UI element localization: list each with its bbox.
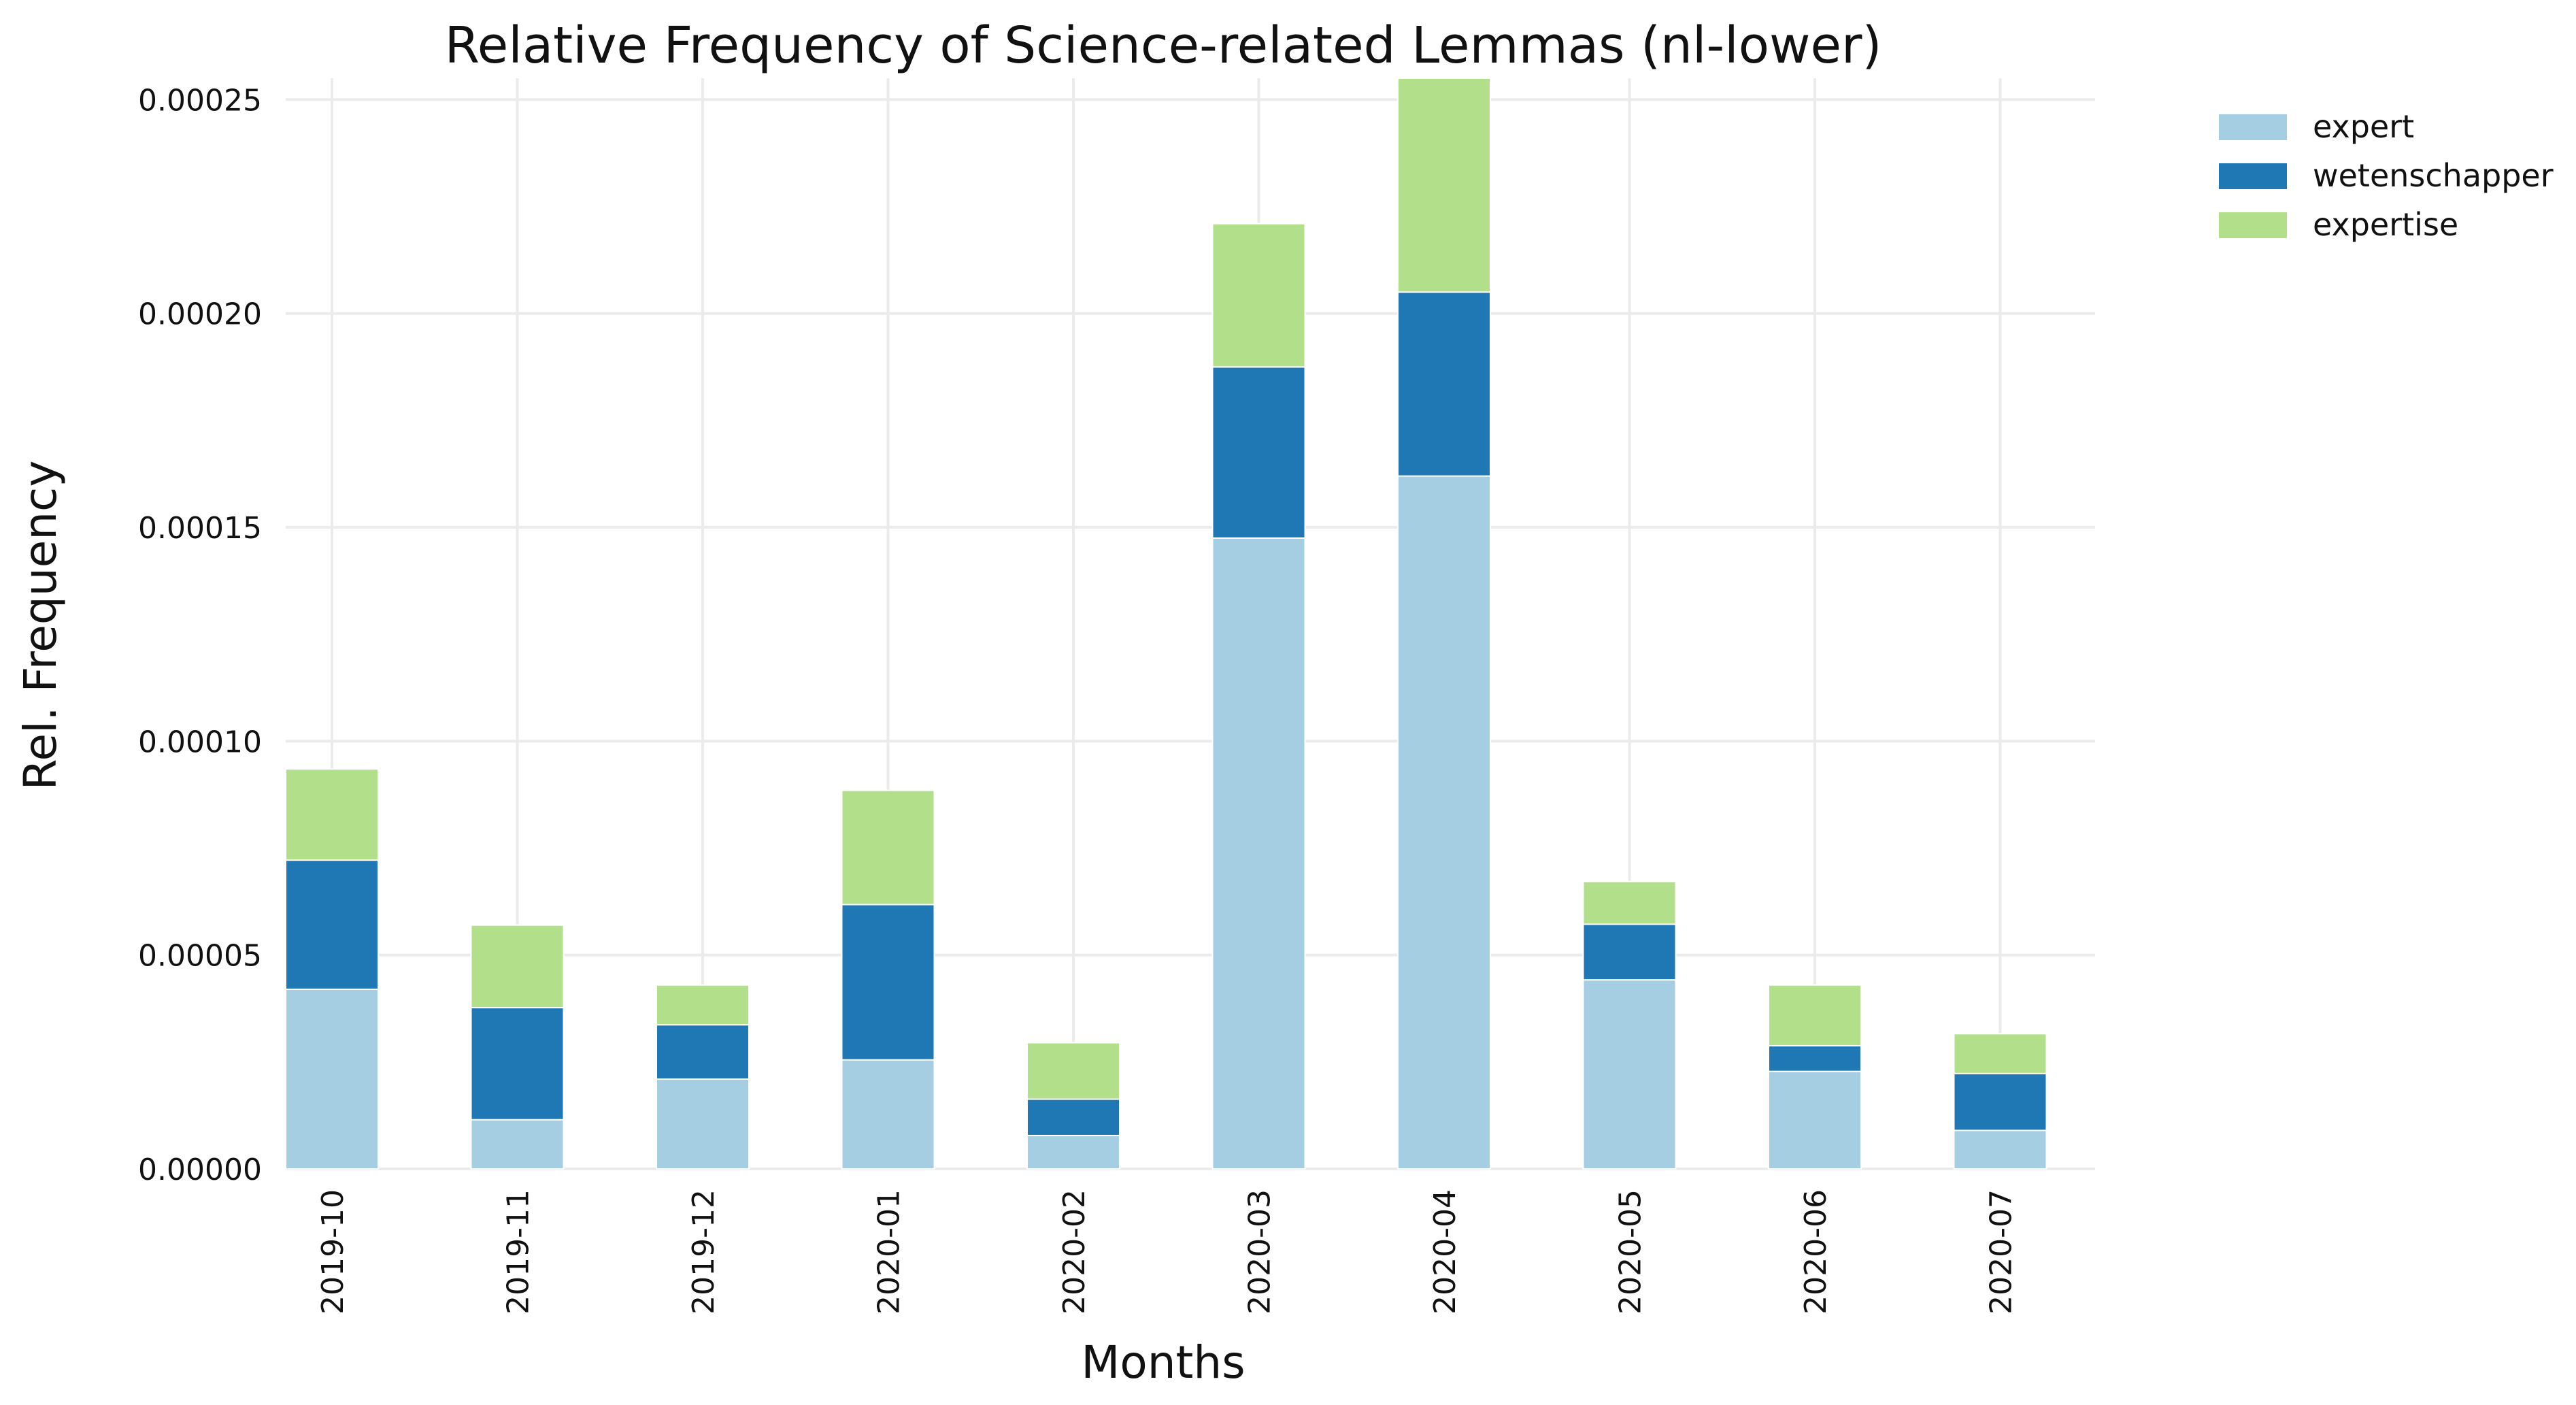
- bar-segment-expert: [656, 1078, 750, 1170]
- x-tick-label: 2019-11: [501, 1189, 536, 1315]
- y-axis-ticks: 0.00000 0.00005 0.00010 0.00015 0.00020 0.000…: [138, 83, 262, 1187]
- x-tick-label: 2020-07: [1984, 1189, 2019, 1315]
- legend-label: wetenschapper: [2313, 157, 2554, 194]
- y-tick-label: 0.00015: [138, 511, 262, 546]
- y-tick-label: 0.00020: [138, 297, 262, 332]
- x-tick-label: 2020-01: [872, 1189, 907, 1315]
- x-tick-label: 2020-04: [1428, 1189, 1462, 1315]
- legend: expert wetenschapper expertise: [2219, 108, 2554, 243]
- legend-swatch-expertise: [2219, 212, 2287, 238]
- bar-segment-expertise: [1582, 880, 1677, 925]
- bar-segment-wetenschapper: [1211, 366, 1306, 539]
- bar-segment-wetenschapper: [1397, 291, 1491, 477]
- bars: [285, 78, 2047, 1170]
- x-tick-label: 2020-05: [1613, 1189, 1648, 1315]
- bar-segment-wetenschapper: [1582, 923, 1677, 981]
- bar-segment-expert: [1397, 475, 1491, 1170]
- bar-segment-wetenschapper: [1768, 1044, 1862, 1072]
- y-tick-label: 0.00025: [138, 83, 262, 118]
- bar-segment-expertise: [1397, 78, 1491, 293]
- bar-segment-wetenschapper: [1026, 1098, 1120, 1136]
- x-axis-title: Months: [1081, 1336, 1245, 1389]
- bar-segment-expertise: [285, 768, 379, 861]
- legend-label: expertise: [2313, 206, 2458, 243]
- x-tick-label: 2020-03: [1243, 1189, 1277, 1315]
- bar-segment-expertise: [1026, 1042, 1120, 1100]
- legend-swatch-wetenschapper: [2219, 163, 2287, 189]
- bar-segment-expertise: [841, 789, 935, 906]
- bar-segment-wetenschapper: [1953, 1072, 2047, 1131]
- x-axis-ticks: 2019-10 2019-11 2019-12 2020-01 2020-02 2020-…: [316, 1189, 2019, 1315]
- bar-segment-expertise: [1768, 984, 1862, 1046]
- x-tick-label: 2019-10: [316, 1189, 350, 1315]
- bar-segment-expert: [1211, 537, 1306, 1170]
- bar-segment-expert: [1026, 1134, 1120, 1170]
- chart-title: Relative Frequency of Science-related Le…: [445, 16, 1882, 75]
- bar-segment-expert: [841, 1059, 935, 1170]
- bar-segment-expert: [1768, 1070, 1862, 1170]
- x-tick-label: 2019-12: [686, 1189, 721, 1315]
- legend-label: expert: [2313, 108, 2414, 145]
- y-tick-label: 0.00000: [138, 1153, 262, 1187]
- y-tick-label: 0.00005: [138, 939, 262, 974]
- x-tick-label: 2020-06: [1799, 1189, 1833, 1315]
- bar-segment-expert: [1953, 1129, 2047, 1170]
- y-tick-label: 0.00010: [138, 725, 262, 759]
- bar-segment-wetenschapper: [656, 1024, 750, 1080]
- bar-segment-wetenschapper: [841, 904, 935, 1061]
- y-axis-title: Rel. Frequency: [14, 461, 67, 791]
- bar-segment-expertise: [1953, 1033, 2047, 1074]
- bar-segment-wetenschapper: [285, 859, 379, 990]
- legend-swatch-expert: [2219, 114, 2287, 140]
- bar-segment-wetenschapper: [470, 1007, 565, 1121]
- bar-segment-expert: [1582, 979, 1677, 1170]
- bar-segment-expertise: [656, 984, 750, 1026]
- bar-segment-expertise: [470, 924, 565, 1009]
- bar-segment-expertise: [1211, 222, 1306, 368]
- bar-segment-expert: [285, 988, 379, 1170]
- x-tick-label: 2020-02: [1057, 1189, 1092, 1315]
- bar-segment-expert: [470, 1119, 565, 1170]
